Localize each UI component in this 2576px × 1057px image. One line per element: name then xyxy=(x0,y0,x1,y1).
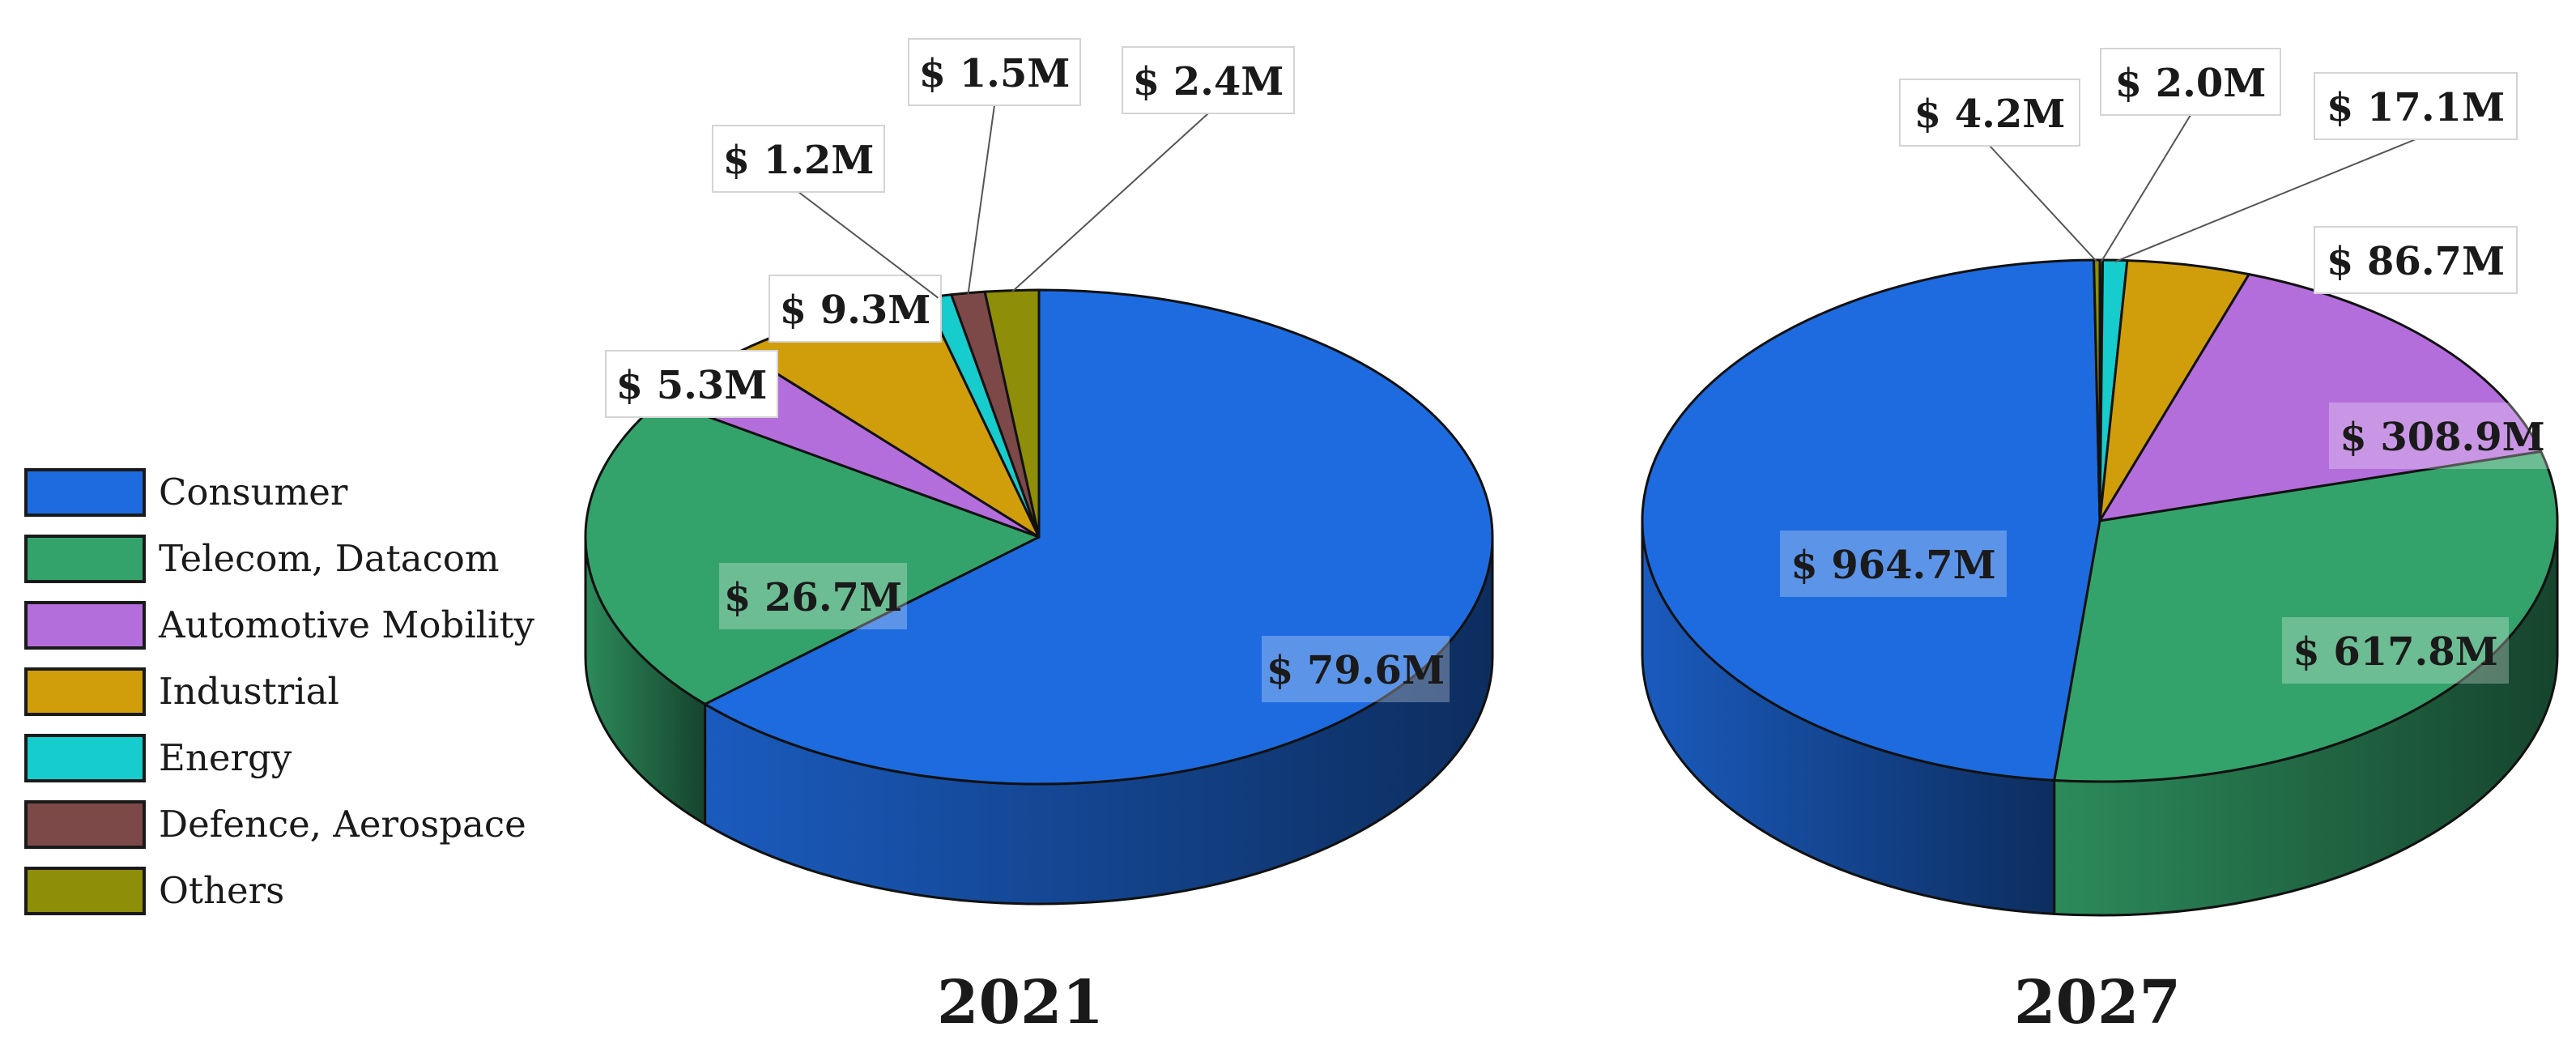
data-label-box-automotive-mobility xyxy=(605,350,778,418)
pie-slice-consumer xyxy=(704,288,1494,786)
data-label-automotive-mobility: $ 308.9M xyxy=(2340,415,2545,460)
data-label-box-consumer xyxy=(1262,636,1450,702)
data-label-box-automotive-mobility xyxy=(2329,403,2556,469)
data-label-box-industrial xyxy=(769,275,942,343)
data-label-energy: $ 1.2M xyxy=(723,138,875,183)
leader-line-energy xyxy=(798,191,939,299)
data-label-box-energy xyxy=(712,125,885,193)
legend-item-automotive-mobility: Automotive Mobility xyxy=(24,601,591,667)
legend-label: Automotive Mobility xyxy=(159,603,534,646)
leader-line-defence-aerospace xyxy=(2100,114,2191,262)
chart-title-2027: 2027 xyxy=(2014,968,2181,1038)
leader-line-others xyxy=(1989,145,2098,262)
data-label-industrial: $ 9.3M xyxy=(780,288,931,333)
pie-top xyxy=(1641,258,2559,783)
pie-slice-consumer xyxy=(1641,258,2101,782)
pie-chart-2021: $ 79.6M $ 26.7M $ 5.3M $ 9.3M $ 1.2M $ 1.5M $ … xyxy=(584,38,1494,906)
data-label-defence-aerospace: $ 1.5M xyxy=(919,51,1071,96)
data-label-others: $ 2.4M xyxy=(1133,59,1284,104)
legend-swatch xyxy=(24,734,146,782)
legend-swatch xyxy=(24,800,146,849)
data-label-consumer: $ 964.7M xyxy=(1790,543,1996,588)
pie-slice-telecom-datacom xyxy=(584,399,1041,705)
pie-slice-automotive-mobility xyxy=(2098,273,2543,522)
data-label-box-telecom-datacom xyxy=(719,563,907,629)
legend-item-telecom-datacom: Telecom, Datacom xyxy=(24,535,591,601)
legend-label: Consumer xyxy=(159,471,348,514)
data-label-consumer: $ 79.6M xyxy=(1267,648,1445,693)
legend-swatch xyxy=(24,667,146,716)
legend-item-others: Others xyxy=(24,867,591,933)
data-label-industrial: $ 86.7M xyxy=(2327,239,2505,284)
legend-label: Others xyxy=(159,869,285,912)
legend-item-industrial: Industrial xyxy=(24,667,591,734)
pie-top xyxy=(584,288,1494,786)
data-label-box-others xyxy=(1122,46,1295,114)
legend-label: Defence, Aerospace xyxy=(159,803,526,846)
leader-line-others xyxy=(1011,113,1209,293)
leader-line-defence-aerospace xyxy=(967,104,995,295)
data-label-box-telecom-datacom xyxy=(2282,617,2509,684)
data-label-box-defence-aerospace xyxy=(2100,48,2281,116)
data-label-box-industrial xyxy=(2314,226,2518,294)
data-label-others: $ 4.2M xyxy=(1914,92,2066,137)
legend: Consumer Telecom, Datacom Automotive Mob… xyxy=(24,468,591,933)
legend-label: Energy xyxy=(159,736,292,779)
legend-swatch xyxy=(24,535,146,583)
data-label-telecom-datacom: $ 617.8M xyxy=(2293,629,2498,675)
data-labels: $ 79.6M $ 26.7M $ 5.3M $ 9.3M $ 1.2M $ 1.5M $ … xyxy=(605,38,1450,702)
legend-swatch xyxy=(24,601,146,650)
data-label-energy: $ 17.1M xyxy=(2327,85,2505,130)
legend-label: Industrial xyxy=(159,670,339,713)
legend-swatch xyxy=(24,468,146,517)
pie-slice-telecom-datacom xyxy=(2053,450,2559,783)
leader-line-energy xyxy=(2114,139,2416,263)
pie-slice-others xyxy=(983,288,1041,539)
legend-item-consumer: Consumer xyxy=(24,468,591,535)
chart-title-2021: 2021 xyxy=(937,968,1104,1038)
data-label-box-consumer xyxy=(1780,531,2007,597)
legend-swatch xyxy=(24,867,146,915)
pie-chart-2027: $ 2.0M $ 17.1M $ 86.7M $ 308.9M $ 617.8M $ 96… xyxy=(1641,48,2559,917)
pie-slice-others xyxy=(2093,258,2101,522)
data-label-telecom-datacom: $ 26.7M xyxy=(724,575,902,620)
legend-label: Telecom, Datacom xyxy=(159,537,500,580)
data-label-automotive-mobility: $ 5.3M xyxy=(616,363,768,408)
data-label-box-defence-aerospace xyxy=(908,38,1081,106)
legend-item-energy: Energy xyxy=(24,734,591,800)
legend-item-defence-aerospace: Defence, Aerospace xyxy=(24,800,591,867)
data-labels: $ 2.0M $ 17.1M $ 86.7M $ 308.9M $ 617.8M $ 96… xyxy=(1780,48,2556,684)
data-label-defence-aerospace: $ 2.0M xyxy=(2115,61,2267,106)
data-label-box-others xyxy=(1899,79,2080,147)
data-label-box-energy xyxy=(2314,72,2518,140)
